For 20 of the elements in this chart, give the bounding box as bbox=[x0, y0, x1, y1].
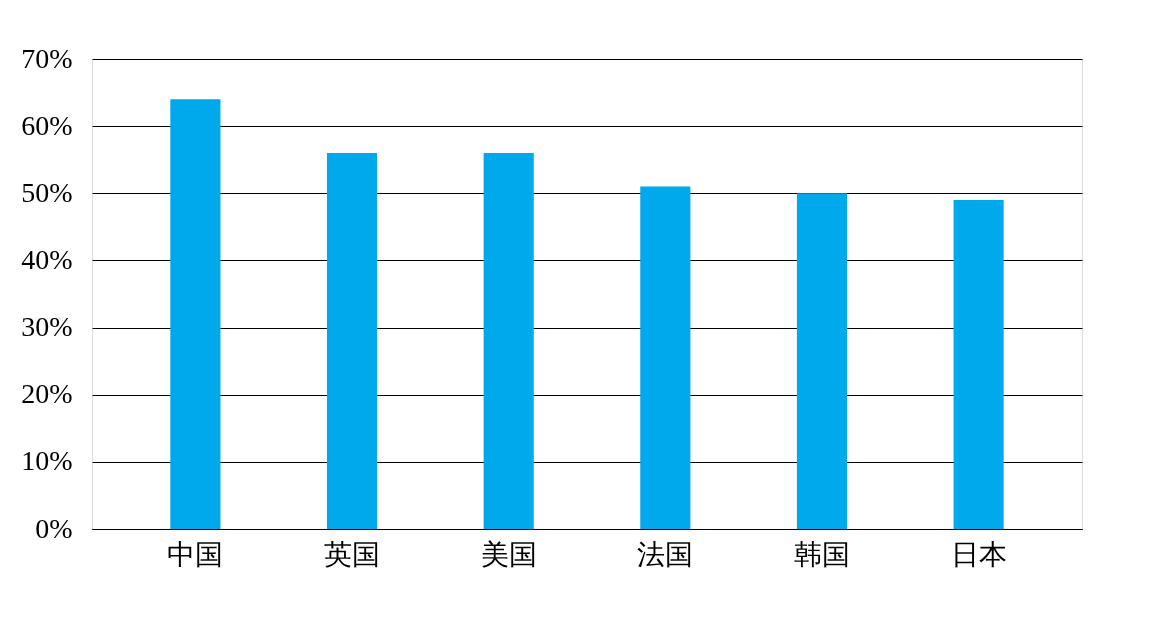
y-tick-label: 50% bbox=[21, 176, 73, 208]
bar bbox=[640, 186, 691, 529]
bar bbox=[326, 153, 378, 529]
y-tick-label: 60% bbox=[21, 109, 73, 141]
bar bbox=[170, 99, 221, 529]
x-tick-label: 法国 bbox=[637, 538, 694, 570]
y-tick-label: 30% bbox=[21, 311, 73, 343]
bar bbox=[953, 200, 1004, 529]
x-tick-label: 美国 bbox=[480, 538, 537, 570]
x-tick-label: 中国 bbox=[167, 538, 224, 570]
y-tick-label: 70% bbox=[21, 42, 73, 74]
bar bbox=[483, 153, 534, 529]
bar bbox=[796, 193, 848, 529]
x-tick-label: 韩国 bbox=[793, 538, 850, 570]
y-tick-label: 20% bbox=[21, 378, 73, 410]
y-tick-label: 0% bbox=[35, 512, 73, 544]
y-tick-label: 10% bbox=[21, 445, 73, 477]
x-tick-label: 日本 bbox=[950, 538, 1007, 570]
y-tick-label: 40% bbox=[21, 243, 73, 275]
x-tick-label: 英国 bbox=[324, 538, 381, 570]
